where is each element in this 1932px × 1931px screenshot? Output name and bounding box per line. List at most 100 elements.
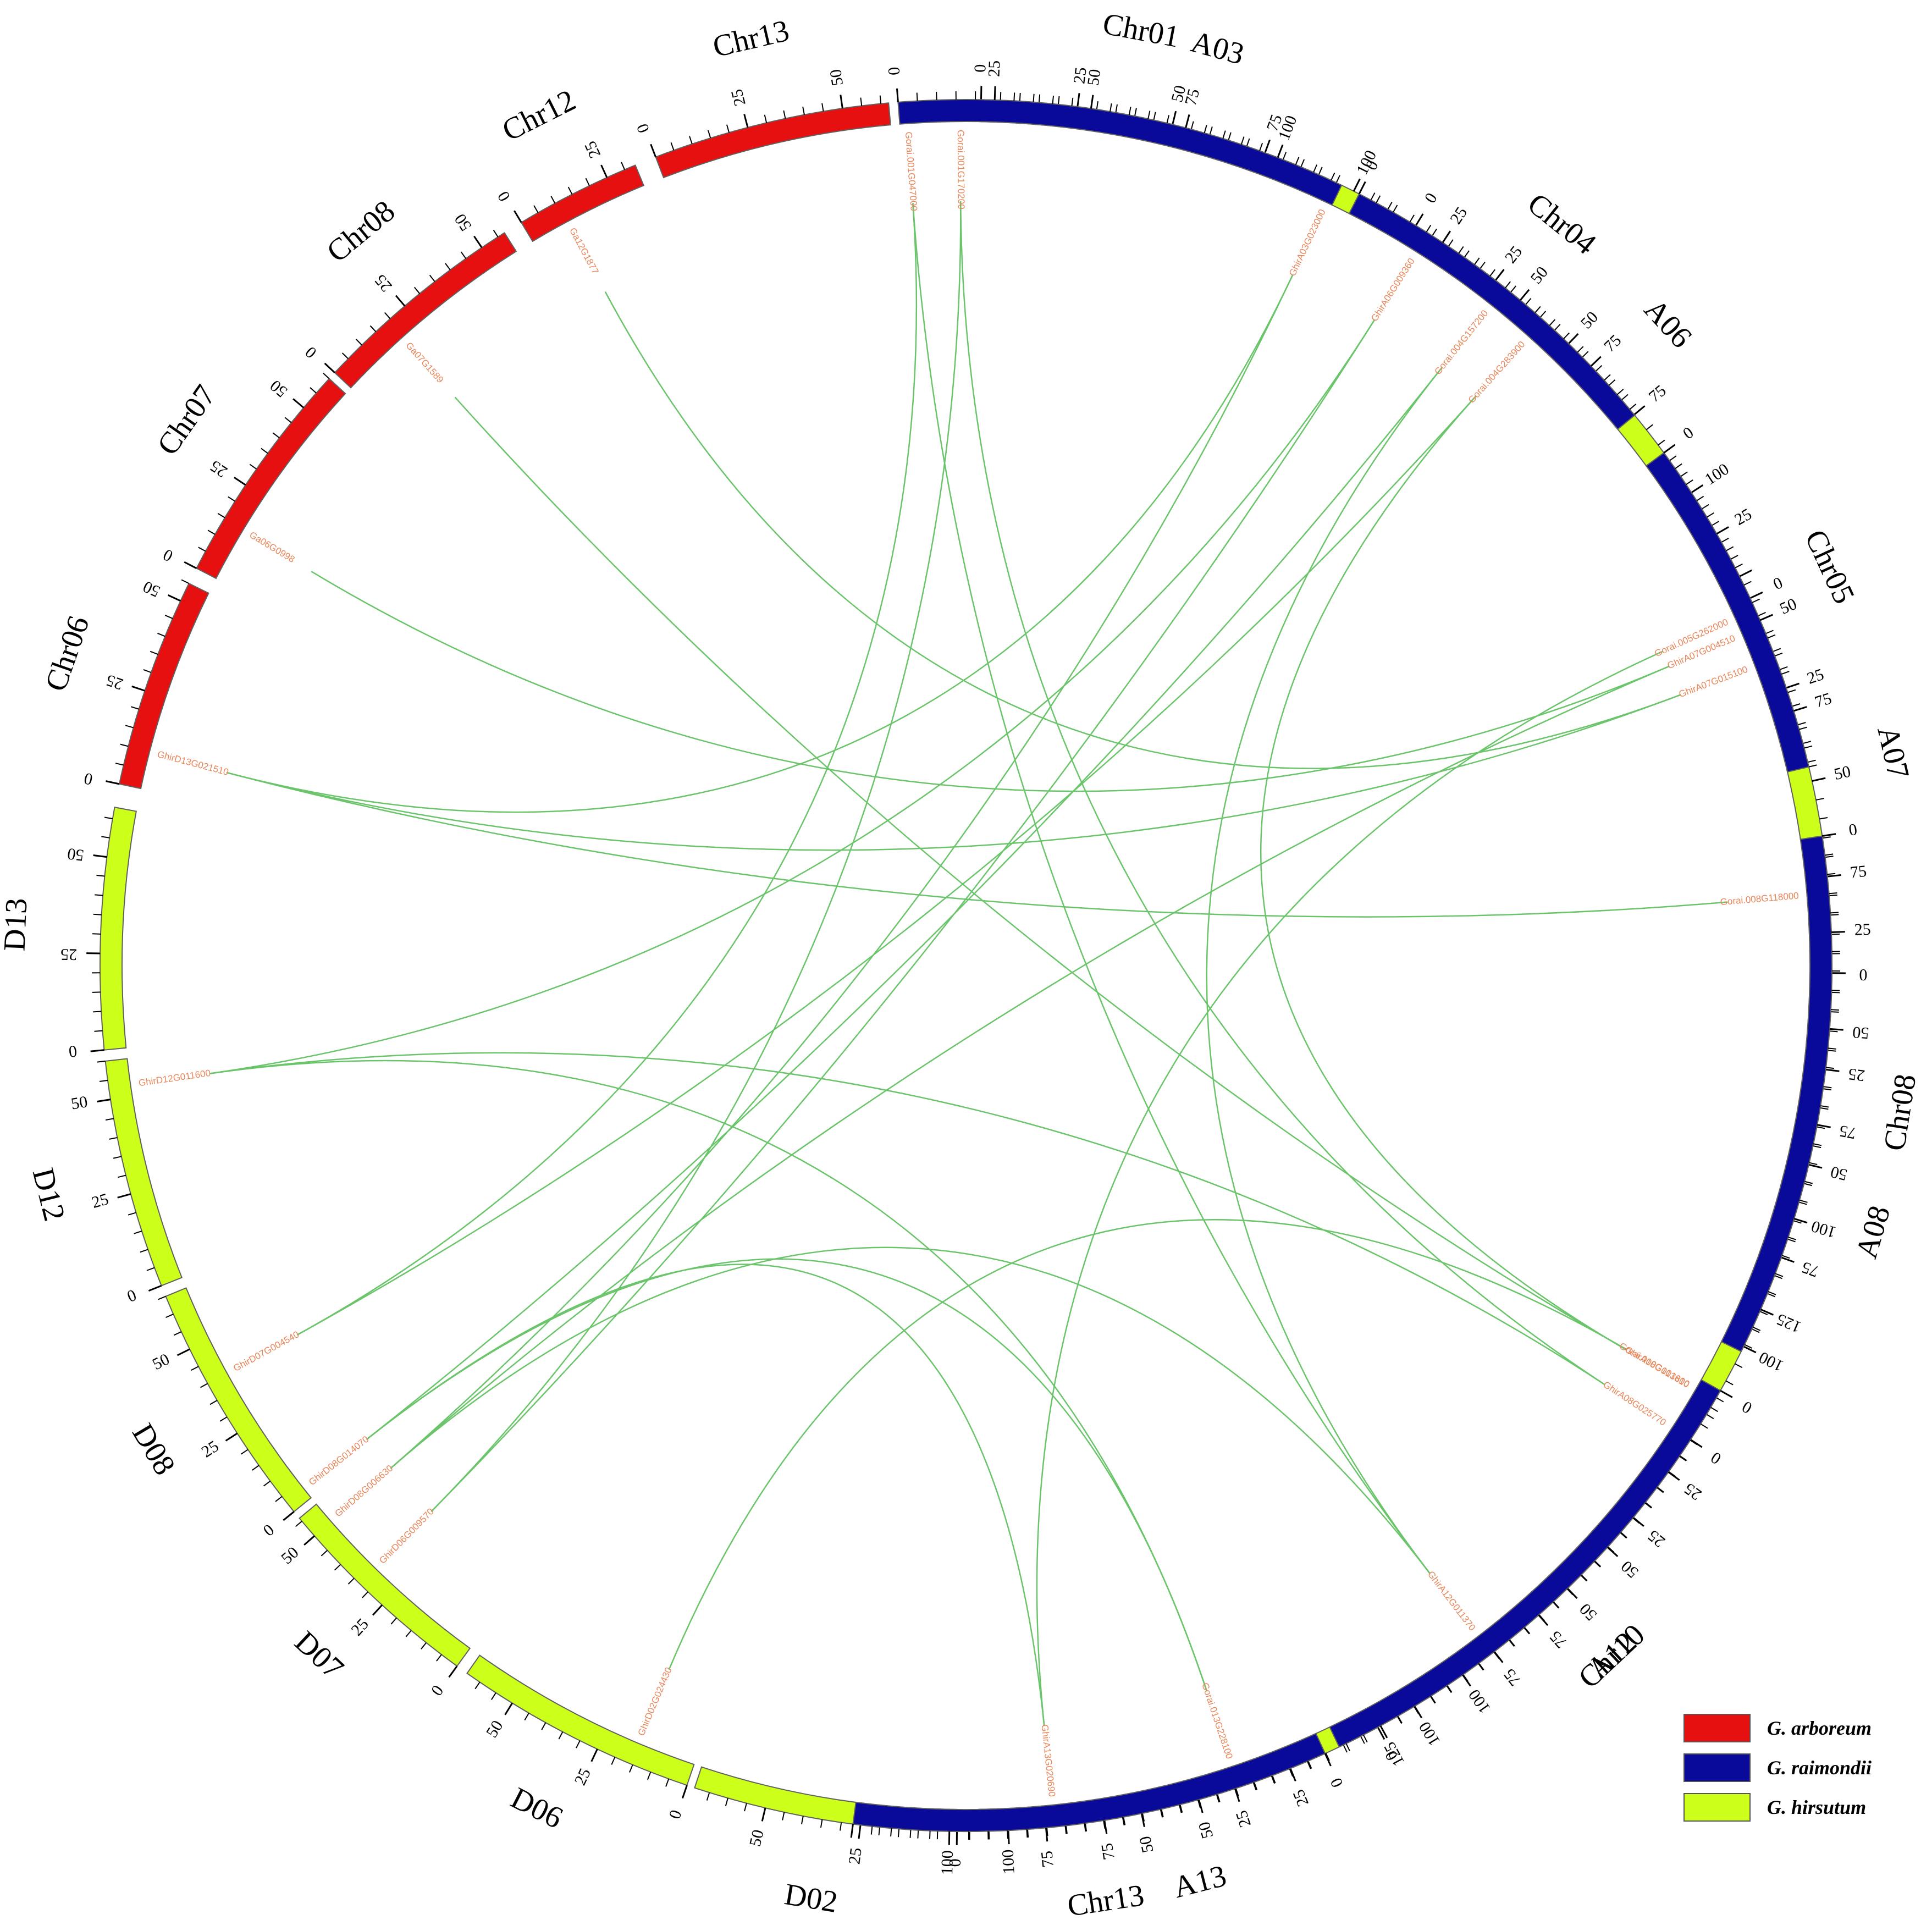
synteny-link [604,291,1681,769]
minor-tick [1716,1397,1724,1403]
minor-tick [1830,914,1839,916]
minor-tick [1827,873,1836,875]
minor-tick [1057,96,1060,105]
major-tick [1690,1439,1703,1448]
minor-tick [878,1827,881,1836]
major-tick [1358,181,1366,195]
minor-tick [1690,1439,1698,1446]
minor-tick [1178,1805,1182,1813]
chromosome-label-d12: D12 [26,1165,72,1224]
major-tick [97,1099,111,1103]
tick-label: 125 [1381,1739,1409,1769]
minor-tick [1549,319,1556,326]
major-tick [1379,1725,1388,1739]
chromosome-label-a08: A08 [1850,1202,1897,1262]
tick-label: 0 [494,188,514,205]
synteny-link [226,274,1294,813]
minor-tick [1582,351,1589,358]
minor-tick [1706,1414,1714,1419]
legend-label-arboreum: G. arboreum [1767,1717,1872,1739]
minor-tick [524,1713,529,1721]
minor-tick [1710,1406,1718,1413]
minor-tick [1235,1788,1239,1797]
major-tick [1442,230,1451,243]
minor-tick [1679,1455,1687,1461]
minor-tick [1525,297,1532,305]
tick-label: 75 [1646,382,1670,406]
tick-label: 25 [1731,505,1754,529]
synteny-link [430,319,1376,1512]
minor-tick [1318,167,1323,175]
tick-label: 25 [581,139,604,161]
minor-tick [109,1136,118,1140]
minor-tick [347,1577,355,1585]
tick-label: 25 [60,945,77,963]
legend-item-arboreum: G. arboreum [1683,1711,1914,1745]
minor-tick [1464,250,1470,258]
major-tick [1632,1516,1644,1527]
major-tick [106,780,120,785]
major-tick [1234,1788,1240,1802]
gene-label: Gorai.013G228100 [1200,1681,1235,1760]
minor-tick [1744,1344,1753,1349]
minor-tick [1680,471,1688,477]
minor-tick [1505,281,1511,289]
minor-tick [1554,324,1561,331]
chromosome-label-chr08: Chr08 [1877,1072,1923,1153]
major-tick [1324,1753,1332,1767]
major-tick [117,1193,131,1199]
tick-label: 25 [371,271,396,295]
minor-tick [1804,1183,1813,1187]
minor-tick [355,339,362,346]
tick-label: 25 [1070,66,1090,85]
legend-swatch-hirsutum [1683,1793,1751,1822]
minor-tick [1752,1328,1760,1333]
minor-tick [1282,152,1287,160]
major-tick [1198,1799,1204,1813]
chromosome-band-d06 [466,1654,695,1786]
minor-tick [1397,1715,1403,1724]
major-tick [372,1604,383,1616]
minor-tick [490,1692,496,1700]
minor-tick [1259,142,1263,151]
minor-tick [1829,894,1837,897]
minor-tick [1735,563,1743,569]
minor-tick [284,417,292,423]
tick-label: 0 [971,64,989,73]
synteny-link [311,571,1670,792]
minor-tick [1645,1502,1653,1508]
minor-tick [1430,1696,1436,1704]
minor-tick [670,142,675,151]
minor-tick [1644,1502,1652,1509]
minor-tick [1799,1199,1808,1203]
tick-label: 25 [1289,1787,1312,1809]
minor-tick [157,632,165,637]
minor-tick [1096,101,1099,110]
minor-tick [1581,1574,1588,1581]
minor-tick [1345,1743,1350,1752]
minor-tick [1825,1067,1835,1069]
major-tick [1825,1068,1840,1072]
synteny-link [366,1258,1207,1691]
legend-label-hirsutum: G. hirsutum [1767,1796,1867,1818]
tick-label: 50 [1576,1600,1601,1625]
chromosome-label-chr01: Chr01 [1100,7,1182,54]
major-tick [292,398,305,409]
minor-tick [1825,853,1834,856]
minor-tick [104,816,113,819]
minor-tick [1700,1423,1708,1429]
minor-tick [1679,1455,1687,1461]
chromosome-band-chr08 [334,231,517,389]
minor-tick [1621,394,1629,401]
tick-label: 50 [1195,1820,1217,1841]
tick-label: 0 [68,1042,78,1061]
minor-tick [1272,1775,1276,1784]
major-tick [1749,591,1763,599]
tick-label: 50 [140,577,163,601]
tick-label: 0 [1859,965,1867,984]
minor-tick [1632,1518,1640,1524]
minor-tick [130,706,139,710]
minor-tick [1616,389,1624,395]
minor-tick [533,205,539,213]
minor-tick [97,1060,106,1063]
